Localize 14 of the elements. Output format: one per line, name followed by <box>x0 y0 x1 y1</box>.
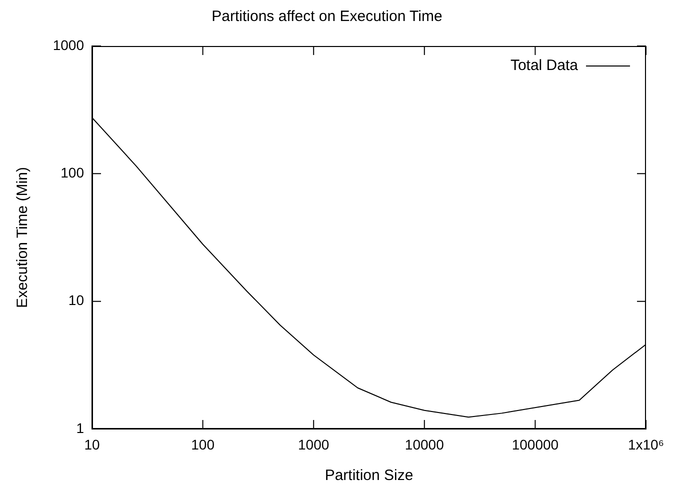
x-tick-label: 1000 <box>298 436 330 452</box>
y-tick-label: 1 <box>76 420 84 436</box>
x-tick-label: 10000 <box>404 436 444 452</box>
x-tick-label: 1x10⁶ <box>628 436 664 452</box>
x-tick-label: 10 <box>84 436 100 452</box>
y-tick-label: 1000 <box>52 36 84 53</box>
y-tick-label: 10 <box>68 292 84 308</box>
y-tick-label: 100 <box>60 164 84 181</box>
chart-title: Partitions affect on Execution Time <box>212 8 442 26</box>
y-axis-title: Execution Time (Min) <box>14 167 32 308</box>
legend-label: Total Data <box>510 57 579 74</box>
x-axis-title: Partition Size <box>324 467 414 484</box>
x-tick-label: 100000 <box>512 436 559 452</box>
x-tick-label: 100 <box>191 436 215 452</box>
